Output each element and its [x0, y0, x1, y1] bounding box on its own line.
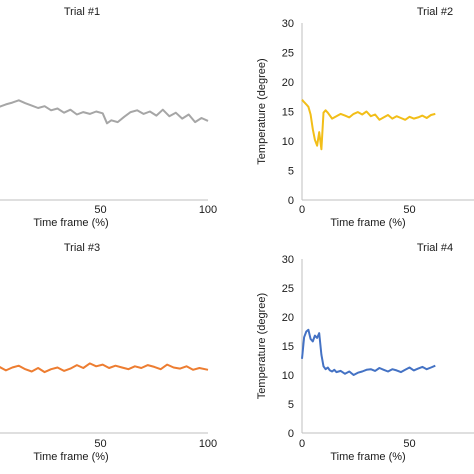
- trial3-chart-title: Trial #3: [64, 242, 100, 254]
- trial2-y-tick-label: 20: [282, 77, 294, 89]
- trial4-y-tick-label: 20: [282, 312, 294, 324]
- trial4-series-line: [301, 328, 436, 376]
- trial2-x-tick-label: 50: [403, 204, 415, 216]
- trial2-y-tick-label: 25: [282, 48, 294, 60]
- trial3-series-line: [0, 362, 209, 374]
- trial1-chart-title: Trial #1: [64, 6, 100, 18]
- trial3-x-axis-label: Time frame (%): [33, 451, 108, 463]
- trial4-x-tick-label: 50: [403, 438, 415, 450]
- trial2-y-tick-label: 15: [282, 107, 294, 119]
- trial4-y-tick-label: 25: [282, 283, 294, 295]
- trial2-y-axis-label: Temperature (degree): [256, 58, 268, 164]
- trial3-x-tick-label: 50: [94, 438, 106, 450]
- trial3-x-tick-label: 100: [199, 438, 217, 450]
- trial4-chart-title: Trial #4: [417, 242, 453, 254]
- trial4-x-tick-label: 0: [299, 438, 305, 450]
- trial4-y-tick-label: 15: [282, 341, 294, 353]
- trial4-y-tick-label: 0: [288, 428, 294, 440]
- trial4-x-axis-label: Time frame (%): [330, 451, 405, 463]
- trial1-x-axis-label: Time frame (%): [33, 217, 108, 229]
- trial4-y-tick-label: 30: [282, 254, 294, 266]
- trial4-y-tick-label: 5: [288, 399, 294, 411]
- trial2-x-tick-label: 0: [299, 204, 305, 216]
- trial2-series-line: [301, 99, 436, 151]
- trial1-x-tick-label: 50: [94, 204, 106, 216]
- trial2-y-tick-label: 30: [282, 18, 294, 30]
- trial2-y-tick-label: 10: [282, 136, 294, 148]
- trial2-y-tick-label: 0: [288, 195, 294, 207]
- trial2-chart-title: Trial #2: [417, 6, 453, 18]
- trial1-x-tick-label: 100: [199, 204, 217, 216]
- trial4-y-axis-label: Temperature (degree): [256, 293, 268, 399]
- trial2-y-tick-label: 5: [288, 166, 294, 178]
- trial1-series-line: [0, 99, 209, 125]
- trial2-x-axis-label: Time frame (%): [330, 217, 405, 229]
- trial4-y-tick-label: 10: [282, 370, 294, 382]
